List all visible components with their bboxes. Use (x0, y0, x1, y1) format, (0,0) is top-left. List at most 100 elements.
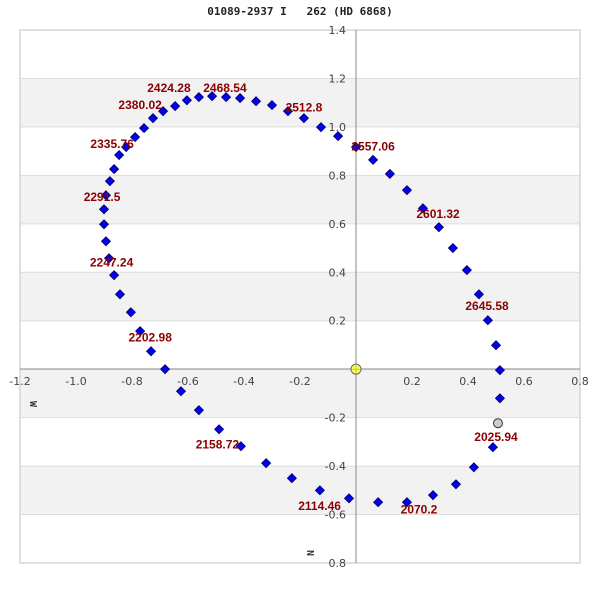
grid-band (20, 223, 580, 273)
orbit-point (282, 106, 294, 117)
y-tick-label: -0.4 (325, 460, 346, 473)
epoch-label: 2380.02 (118, 98, 162, 112)
orbit-point (468, 462, 479, 473)
orbit-point (368, 154, 379, 165)
y-tick-label: 0.6 (329, 218, 347, 231)
epoch-label: 2070.2 (401, 503, 438, 517)
orbit-point (170, 101, 181, 112)
y-tick-label: 1.2 (329, 72, 347, 85)
x-tick-label: 0.8 (571, 375, 589, 388)
orbit-point (138, 123, 150, 134)
orbit-point (373, 497, 384, 508)
orbit-point (235, 93, 246, 104)
current-position-marker (492, 418, 503, 429)
epoch-label: 2291.5 (84, 190, 121, 204)
orbit-point (261, 458, 272, 469)
plot-border (19, 29, 581, 564)
epoch-label: 2025.94 (474, 430, 518, 444)
epoch-label: 2158.72 (196, 437, 240, 451)
epoch-label: 2512.8 (286, 101, 323, 115)
markers (350, 363, 503, 429)
orbit-point (450, 479, 462, 490)
y-tick-label: 0.4 (329, 266, 347, 279)
orbit-point (315, 122, 327, 133)
x-tick-label: -0.4 (233, 375, 254, 388)
orbit-point (473, 289, 484, 300)
orbit-point (433, 222, 444, 233)
orbit-point (193, 405, 204, 416)
x-tick-label: 0.2 (403, 375, 421, 388)
orbit-point (145, 346, 157, 357)
y-tick-labels: 1.4 1.2 1.0 0.8 0.6 0.4 0.2 -0.2 -0.4 -0.6 0.8 (325, 24, 346, 570)
grid-band (20, 30, 580, 79)
orbit-point (147, 113, 159, 124)
x-tick-label: -0.8 (121, 375, 142, 388)
y-tick-label: 1.0 (329, 121, 347, 134)
epoch-label: 2645.58 (465, 299, 509, 313)
grid-band (20, 417, 580, 467)
grid-band (20, 369, 580, 418)
grid-band (20, 320, 580, 370)
epoch-label: 2557.06 (351, 139, 395, 153)
orbit-point (350, 141, 362, 153)
orbit-point (114, 289, 126, 300)
chart-title: 01089-2937 I 262 (HD 6868) (207, 5, 393, 18)
orbit-point (494, 393, 505, 404)
orbit-point (401, 185, 413, 196)
orbit-point (100, 190, 112, 201)
epoch-label: 2202.98 (129, 331, 173, 345)
orbit-point (214, 424, 225, 435)
y-tick-label: 0.8 (329, 557, 347, 570)
orbit-point (461, 265, 472, 276)
orbit-points (98, 91, 505, 508)
orbit-point (103, 253, 115, 264)
grid-bands (20, 30, 580, 563)
orbit-point (175, 386, 187, 397)
grid-band (20, 514, 580, 563)
orbit-point (130, 132, 141, 143)
orbit-point (298, 113, 309, 124)
orbit-point (98, 219, 110, 230)
orbit-point (250, 96, 262, 107)
orbit-point (135, 326, 146, 337)
orbit-point (401, 497, 413, 508)
x-tick-label: -1.2 (9, 375, 30, 388)
orbit-point (266, 100, 278, 111)
orbit-point (490, 340, 502, 351)
orbit-point (221, 92, 232, 103)
grid-band (20, 126, 580, 176)
orbit-point (447, 242, 458, 254)
orbit-point (193, 92, 204, 103)
y-tick-label: 0.8 (329, 169, 347, 182)
orbit-point (109, 163, 120, 175)
x-tick-label: -0.2 (289, 375, 310, 388)
orbit-point (314, 485, 325, 496)
epoch-label: 2335.76 (90, 137, 134, 151)
orbit-point (159, 364, 171, 375)
x-tick-labels: -1.2 -1.0 -0.8 -0.6 -0.4 -0.2 0.2 0.4 0.6 0.8 (9, 375, 588, 388)
orbit-point (286, 473, 297, 484)
grid-band (20, 175, 580, 224)
epoch-label: 2601.32 (416, 207, 460, 221)
y-tick-label: 1.4 (329, 24, 347, 37)
orbit-point (343, 493, 355, 504)
epoch-label: 2468.54 (203, 81, 247, 95)
orbit-point (98, 204, 110, 215)
orbit-point (427, 490, 439, 501)
orbit-point (121, 141, 132, 153)
orbit-point (494, 365, 505, 376)
orbit-point (384, 168, 395, 179)
orbit-point (487, 442, 498, 453)
orbit-point (114, 149, 125, 161)
y-tick-label: -0.6 (325, 509, 346, 522)
orbit-point (181, 95, 192, 106)
y-tick-label: -0.2 (325, 412, 346, 425)
grid-band (20, 272, 580, 321)
grid-band (20, 466, 580, 515)
orbit-point (207, 91, 218, 102)
orbit-point (482, 315, 493, 326)
x-tick-label: -0.6 (177, 375, 198, 388)
orbit-point (158, 106, 169, 117)
x-tick-label: -1.0 (65, 375, 86, 388)
